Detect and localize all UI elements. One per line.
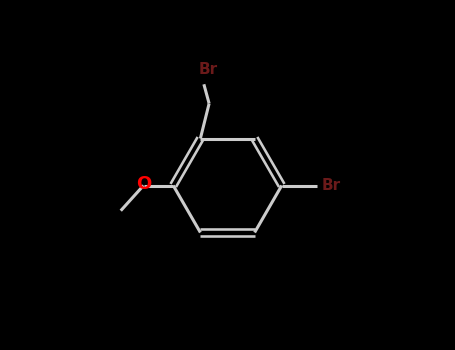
Text: O: O (136, 175, 151, 194)
Text: Br: Br (322, 178, 341, 193)
Text: Br: Br (198, 62, 217, 77)
